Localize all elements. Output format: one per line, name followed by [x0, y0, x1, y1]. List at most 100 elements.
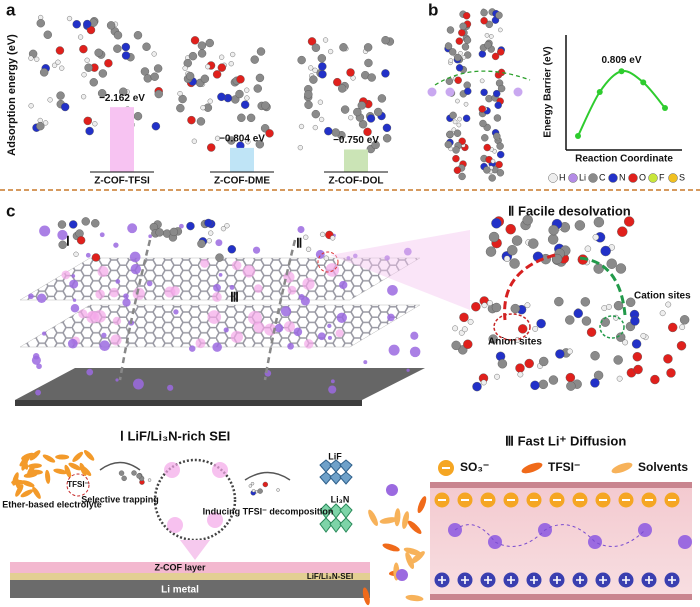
decoration [69, 220, 78, 229]
decoration [42, 454, 56, 463]
decoration [613, 300, 624, 311]
decoration [169, 227, 179, 237]
decoration [547, 234, 559, 245]
decoration [118, 470, 125, 476]
decoration [590, 351, 600, 361]
decoration [438, 499, 446, 501]
decoration [452, 154, 460, 163]
decoration [215, 239, 223, 247]
decoration [228, 61, 234, 67]
decoration [177, 90, 183, 97]
decoration [43, 30, 52, 39]
decoration [224, 223, 230, 229]
decoration [113, 44, 122, 53]
decoration [676, 341, 687, 351]
decoration [55, 46, 65, 55]
decoration [625, 297, 636, 307]
decoration [362, 587, 370, 606]
decoration [15, 484, 24, 497]
decoration [220, 226, 227, 232]
decoration [305, 246, 312, 252]
decoration [86, 368, 94, 376]
decoration [668, 322, 678, 333]
decoration [679, 315, 690, 325]
bar [110, 107, 134, 172]
element-swatch [608, 173, 618, 183]
decoration [494, 373, 500, 380]
decoration [153, 64, 163, 73]
decoration [101, 332, 107, 338]
decoration [130, 263, 142, 275]
decoration [368, 509, 378, 526]
decoration [593, 216, 605, 228]
decoration [115, 378, 119, 382]
decoration [666, 368, 676, 378]
decoration [197, 49, 207, 58]
decoration [227, 136, 236, 145]
decoration [219, 54, 225, 60]
decoration [409, 346, 421, 358]
value-label: −2.162 eV [99, 93, 145, 104]
decoration [79, 44, 88, 54]
decoration [81, 217, 90, 226]
decoration [348, 115, 354, 121]
decoration [462, 12, 471, 20]
decoration [319, 116, 325, 123]
decoration [261, 101, 270, 110]
decoration [99, 232, 105, 238]
decoration [328, 385, 337, 394]
decoration [427, 87, 437, 97]
decoration [538, 379, 548, 390]
decoration [339, 517, 353, 533]
decoration [190, 36, 200, 45]
tfsi-circle: TFSI⁻ [67, 480, 89, 489]
decoration [205, 38, 214, 48]
decoration [60, 102, 70, 112]
decoration [478, 105, 486, 113]
decoration [179, 223, 184, 229]
decoration [491, 52, 500, 61]
decoration [72, 298, 77, 302]
decoration [244, 471, 291, 481]
bar [230, 147, 254, 172]
decoration [297, 55, 306, 65]
decoration [481, 134, 489, 142]
decoration [322, 37, 329, 43]
decoration [26, 464, 36, 477]
decoration [167, 517, 183, 533]
legend-label: TFSI⁻ [548, 460, 580, 474]
decoration [507, 576, 515, 584]
decoration [663, 354, 673, 364]
element-label: H [559, 172, 566, 182]
element-swatch [568, 173, 578, 183]
decoration [584, 245, 592, 252]
decoration [524, 358, 534, 369]
decoration [515, 363, 525, 373]
decoration [242, 264, 256, 278]
decoration [339, 459, 353, 473]
numeral: Ⅱ [296, 235, 302, 250]
decoration [496, 142, 504, 150]
decoration [186, 221, 195, 231]
decoration [539, 356, 549, 367]
value-label: 0.809 eV [601, 55, 641, 66]
point [662, 105, 668, 111]
decoration [110, 334, 122, 346]
decoration [212, 292, 222, 302]
value-label: −0.750 eV [333, 135, 379, 146]
decoration [485, 246, 497, 257]
decoration [678, 535, 692, 549]
decoration [497, 84, 506, 93]
decoration [554, 296, 564, 307]
decoration [481, 302, 488, 309]
decoration [237, 113, 246, 122]
decoration [410, 331, 419, 340]
decoration [312, 124, 318, 131]
decoration [315, 249, 325, 259]
decoration [445, 77, 454, 85]
decoration [318, 70, 327, 79]
line [577, 70, 666, 137]
decoration [106, 21, 116, 30]
decoration [640, 332, 647, 339]
decoration [178, 94, 187, 104]
